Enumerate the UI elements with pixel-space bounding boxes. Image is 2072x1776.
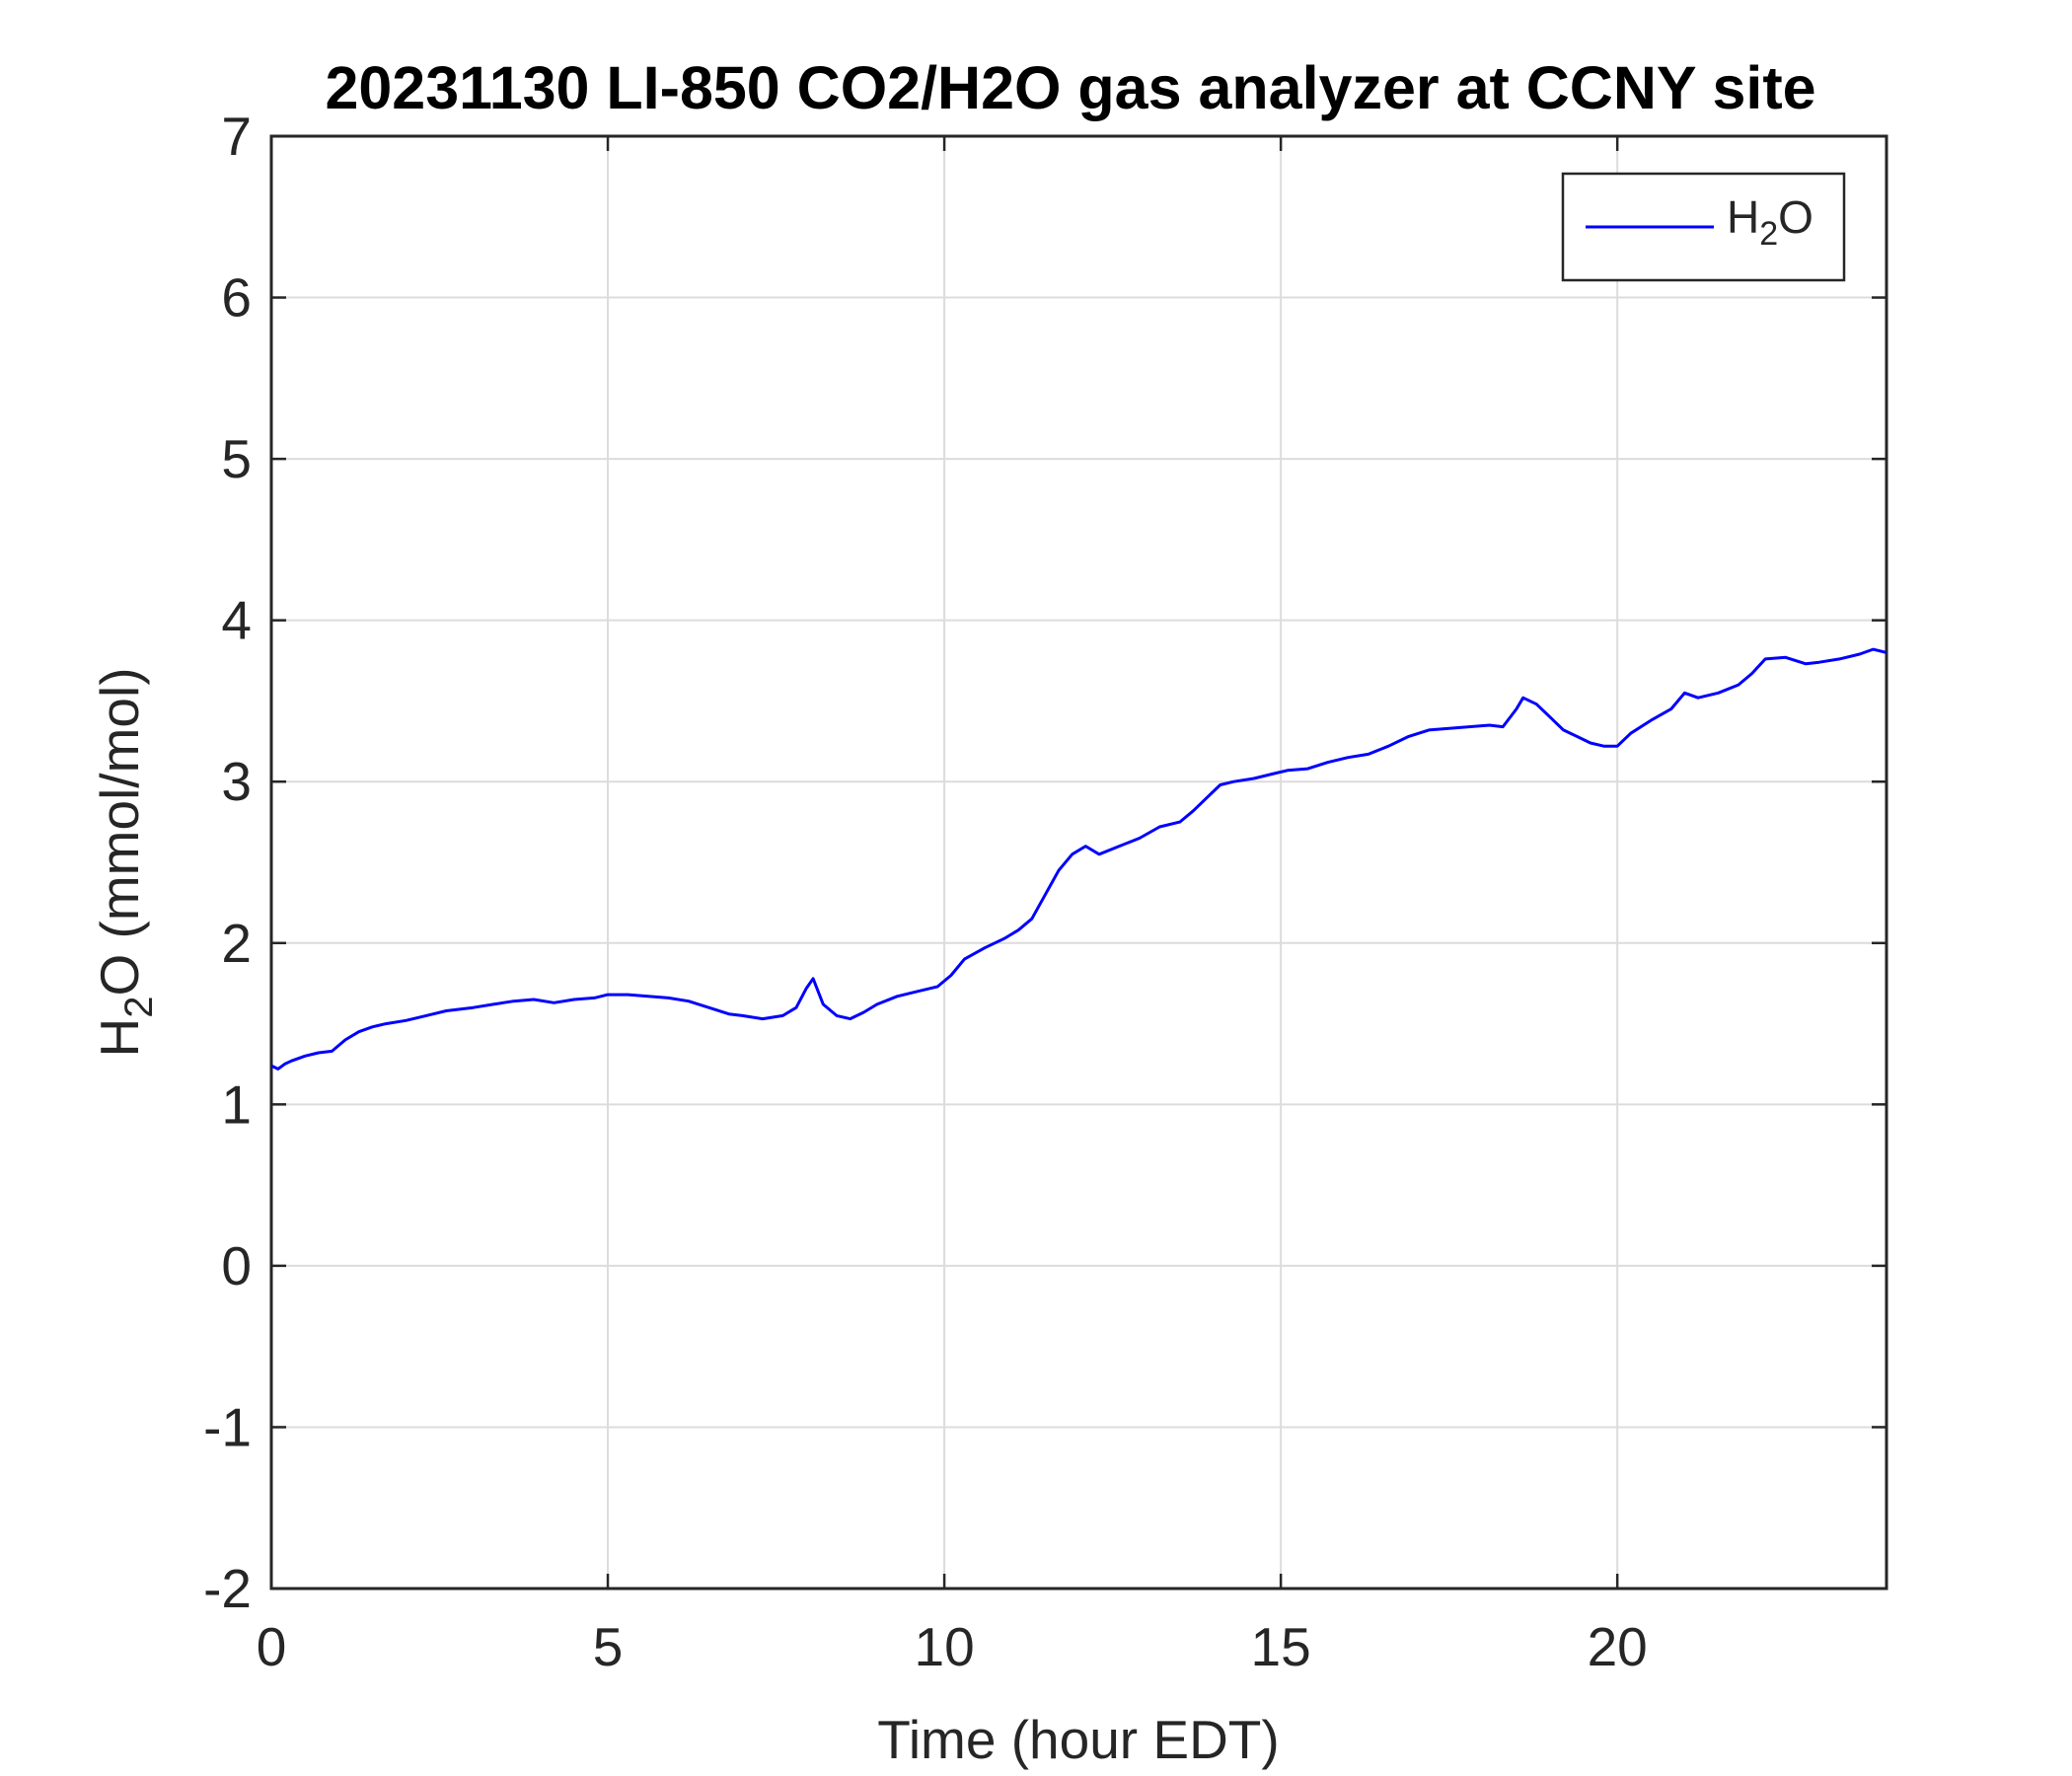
y-tick-labels: -2 -1 0 1 2 3 4 5 6 7 xyxy=(203,106,252,1619)
x-tick-label: 20 xyxy=(1588,1616,1648,1677)
legend-label-subscript: 2 xyxy=(1759,215,1778,253)
y-tick-label: 5 xyxy=(221,428,252,489)
series-layer xyxy=(270,647,1887,1071)
legend-label: H2O xyxy=(1727,191,1813,253)
x-tick-label: 15 xyxy=(1251,1616,1311,1677)
y-tick-label: -1 xyxy=(203,1396,252,1457)
grid-layer xyxy=(271,136,1887,1589)
y-tick-label: 6 xyxy=(221,267,252,329)
y-tick-label: 4 xyxy=(221,590,252,651)
x-tick-labels: 0 5 10 15 20 xyxy=(257,1616,1648,1677)
y-tick-label: 2 xyxy=(221,913,252,974)
x-tick-label: 5 xyxy=(593,1616,624,1677)
y-tick-label: 3 xyxy=(221,751,252,812)
x-tick-label: 10 xyxy=(914,1616,974,1677)
plot-area-frame xyxy=(269,134,1888,1591)
y-tick-label: 0 xyxy=(221,1235,252,1296)
x-tick-label: 0 xyxy=(257,1616,287,1677)
x-axis-label: Time (hour EDT) xyxy=(877,1709,1279,1770)
y-tick-label: 1 xyxy=(221,1073,252,1135)
legend-label-tail: O xyxy=(1778,191,1813,243)
series-line-h2o xyxy=(270,647,1887,1071)
chart-title: 20231130 LI-850 CO2/H2O gas analyzer at … xyxy=(325,54,1815,121)
y-axis-label: H2O (mmol/mol) xyxy=(89,667,161,1057)
y-axis-label-subscript: 2 xyxy=(117,997,161,1018)
tick-marks xyxy=(269,134,1887,1591)
legend-label-main: H xyxy=(1727,191,1759,243)
legend: H2O xyxy=(1561,172,1846,282)
y-tick-label: 7 xyxy=(221,106,252,167)
y-tick-label: -2 xyxy=(203,1558,252,1619)
y-axis-label-main: H xyxy=(89,1018,150,1058)
y-axis-label-tail: O (mmol/mol) xyxy=(89,667,150,996)
